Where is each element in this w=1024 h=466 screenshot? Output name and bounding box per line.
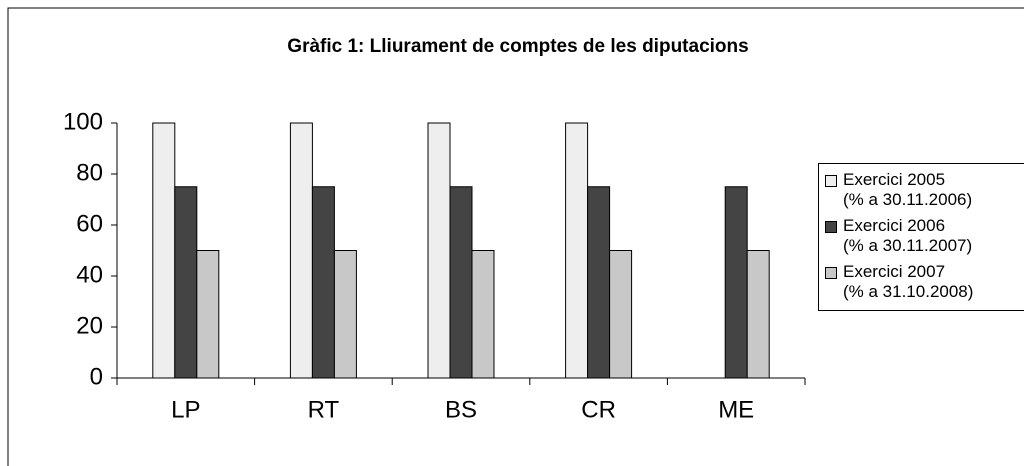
legend-swatch [825,175,837,187]
legend-label: Exercici 2005 (% a 30.11.2006) [843,170,973,209]
x-tick-label: LP [171,396,200,423]
bar [724,186,748,379]
legend-swatch [825,267,837,279]
bar [449,186,473,379]
bar [152,122,176,379]
legend-entry: Exercici 2007 (% a 31.10.2008) [825,262,1024,302]
bar [174,186,198,379]
y-tick-label: 80 [76,159,103,186]
bar [333,250,357,379]
bar [311,186,335,379]
legend-swatch [825,221,837,233]
legend-label: Exercici 2006 (% a 30.11.2007) [843,216,973,255]
y-tick-label: 20 [76,312,103,339]
bar [289,122,313,379]
x-tick-label: BS [445,396,477,423]
legend-entry: Exercici 2006 (% a 30.11.2007) [825,216,1024,256]
bar [587,186,611,379]
legend-entry: Exercici 2005 (% a 30.11.2006) [825,170,1024,210]
x-tick-label: RT [308,396,340,423]
y-tick-label: 60 [76,210,103,237]
legend: Exercici 2005 (% a 30.11.2006) Exercici 2… [818,163,1024,311]
bar [427,122,451,379]
bar [565,122,589,379]
legend-label: Exercici 2007 (% a 31.10.2008) [843,262,974,301]
bar [196,250,220,379]
y-tick-label: 100 [63,108,103,135]
bar [609,250,633,379]
chart-title: Gràfic 1: Lliurament de comptes de les d… [287,36,748,57]
y-tick-label: 40 [76,261,103,288]
y-tick-label: 0 [90,363,103,390]
bar [471,250,495,379]
x-tick-label: CR [581,396,616,423]
x-tick-label: ME [718,396,754,423]
bar [746,250,770,379]
